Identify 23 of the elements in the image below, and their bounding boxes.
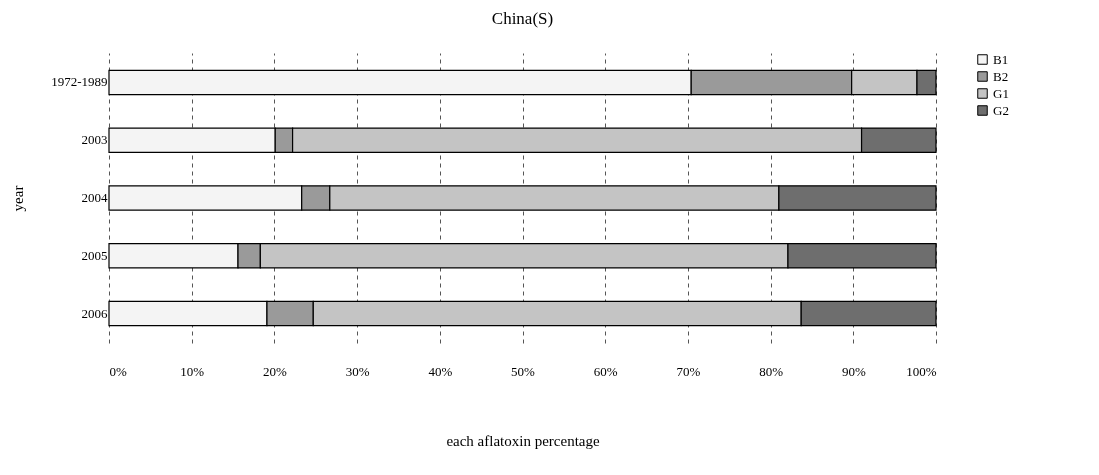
chart-title: China(S): [491, 9, 554, 28]
x-tick-label: 60%: [593, 363, 618, 379]
x-tick-label: 100%: [906, 363, 937, 379]
y-axis-title: year: [10, 185, 27, 212]
y-tick-label: 2005: [81, 247, 108, 263]
legend-label: B1: [993, 51, 1009, 67]
x-tick-label: 0%: [109, 363, 127, 379]
x-axis-title: each aflatoxin percentage: [446, 432, 600, 449]
legend-label: B2: [993, 68, 1009, 84]
x-tick-label: 50%: [511, 363, 536, 379]
x-tick-label: 10%: [180, 363, 205, 379]
y-tick-label: 2006: [81, 305, 108, 321]
y-tick-label: 1972-1989: [51, 74, 108, 90]
x-tick-label: 70%: [676, 363, 701, 379]
x-tick-label: 30%: [345, 363, 370, 379]
x-tick-label: 20%: [262, 363, 287, 379]
x-tick-label: 80%: [759, 363, 784, 379]
x-tick-label: 90%: [841, 363, 866, 379]
legend-label: G1: [993, 85, 1009, 101]
y-tick-label: 2003: [81, 132, 108, 148]
y-tick-label: 2004: [81, 190, 108, 205]
legend-label: G2: [993, 102, 1009, 118]
x-tick-label: 40%: [428, 363, 453, 379]
